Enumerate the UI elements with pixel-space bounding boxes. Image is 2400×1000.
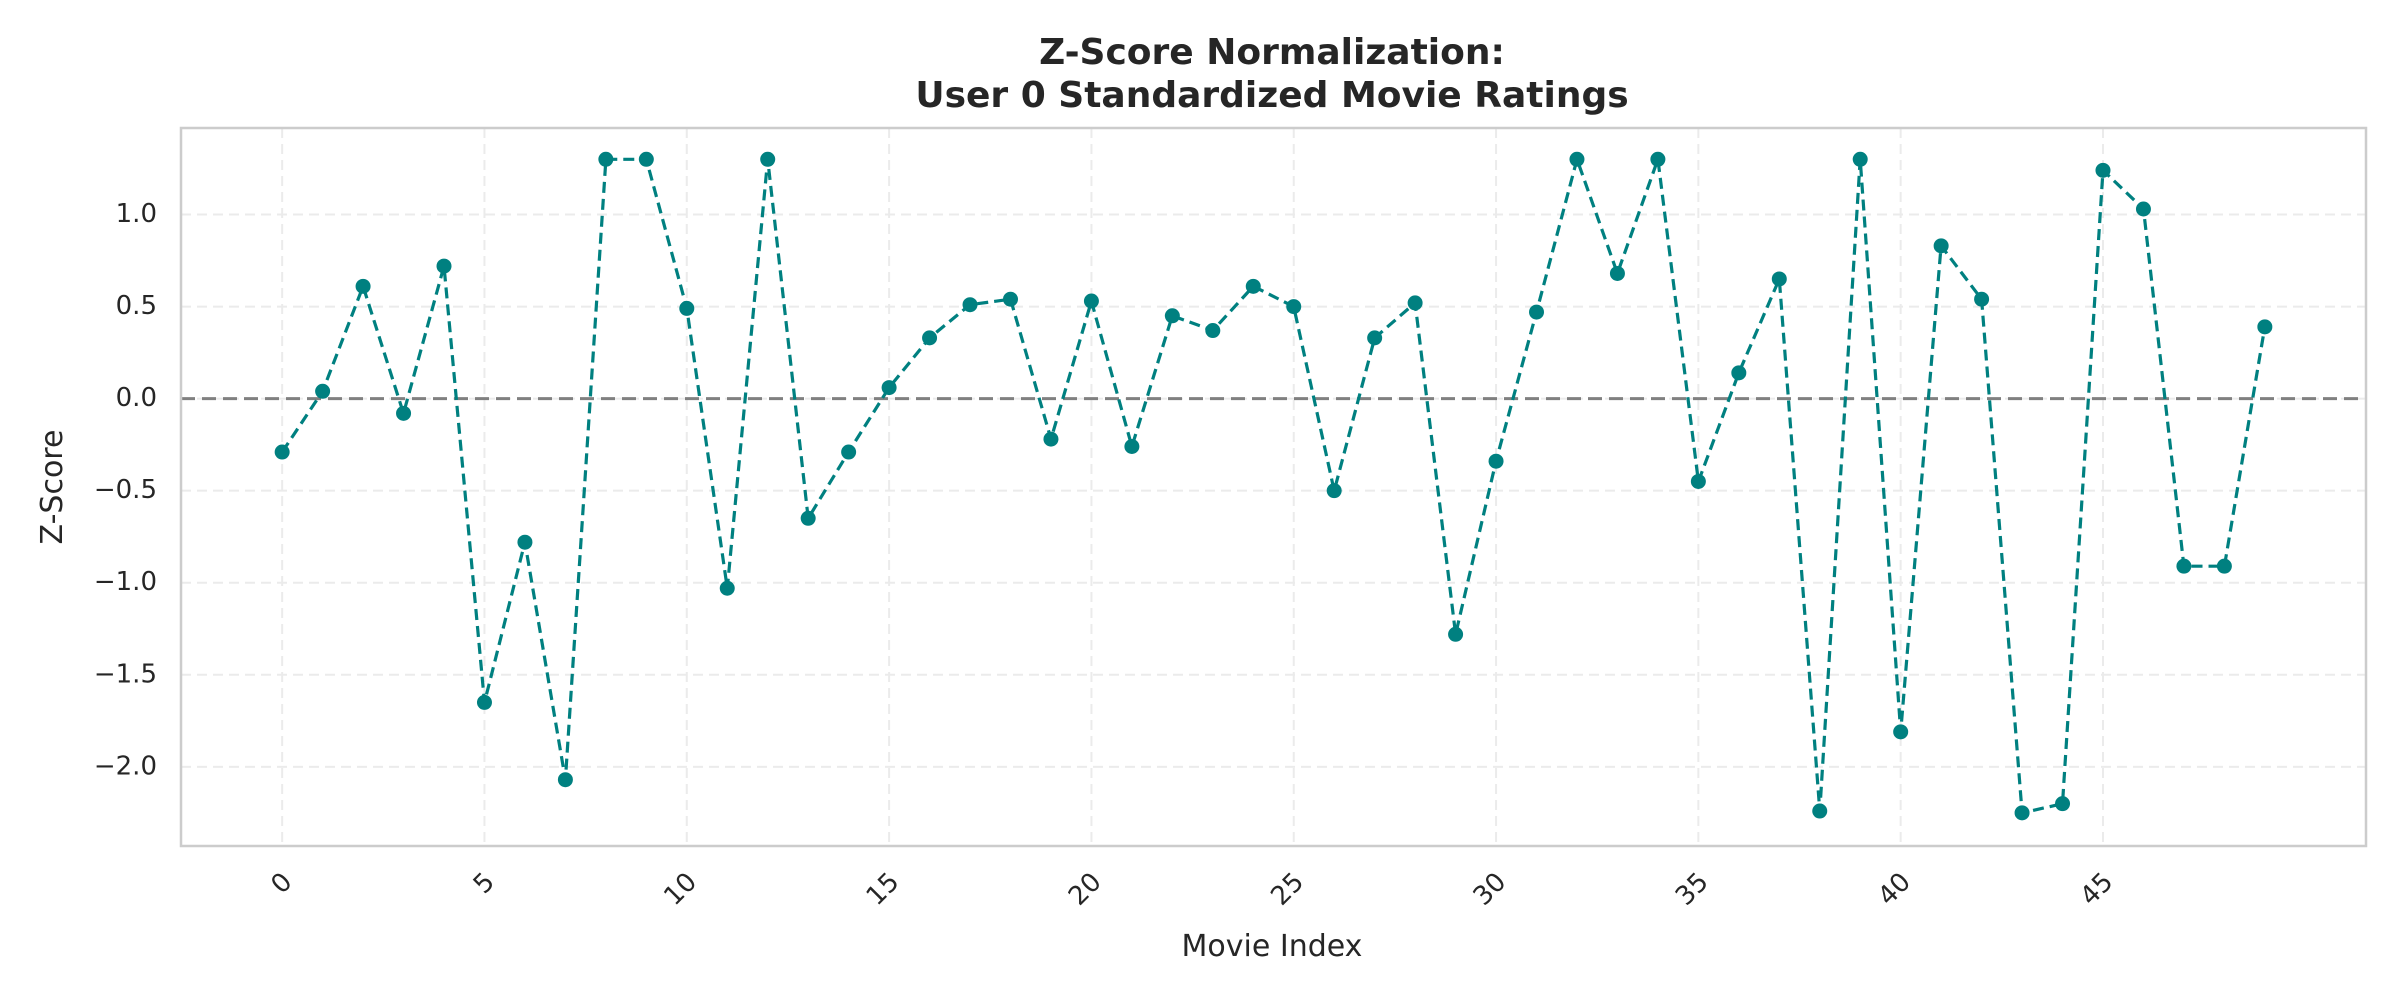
data-point	[1812, 803, 1828, 819]
data-point	[1852, 151, 1868, 167]
x-tick-label: 25	[1265, 867, 1310, 912]
data-point	[396, 405, 412, 421]
data-point	[1245, 278, 1261, 294]
data-point	[962, 297, 978, 313]
y-axis-label: Z-Score	[35, 430, 70, 545]
data-point	[315, 383, 331, 399]
y-tick-label: 1.0	[116, 199, 157, 229]
y-tick-label: 0.5	[116, 291, 157, 321]
data-point	[2014, 805, 2030, 821]
zscore-series-line	[280, 153, 2267, 815]
data-point	[1083, 293, 1099, 309]
x-tick-label: 45	[2075, 867, 2120, 912]
data-point	[881, 380, 897, 396]
x-axis-ticks: 0 5 10 15 20 25 30 35 40 45	[265, 867, 2119, 912]
data-point	[719, 580, 735, 596]
data-point	[1609, 265, 1625, 281]
x-tick-label: 15	[861, 867, 906, 912]
grid-lines	[181, 128, 2366, 846]
data-point	[2055, 796, 2071, 812]
data-point	[1367, 330, 1383, 346]
x-tick-label: 30	[1468, 867, 1513, 912]
y-tick-label: −0.5	[94, 475, 157, 505]
y-tick-label: −1.0	[94, 567, 157, 597]
data-point	[922, 330, 938, 346]
data-point	[436, 258, 452, 274]
data-point	[557, 772, 573, 788]
chart-title-line-2: User 0 Standardized Movie Ratings	[915, 75, 1628, 116]
data-point	[2216, 558, 2232, 574]
data-point	[1690, 473, 1706, 489]
data-point	[760, 151, 776, 167]
data-point	[1650, 151, 1666, 167]
data-point	[1529, 304, 1545, 320]
data-point	[1771, 271, 1787, 287]
data-point	[1286, 299, 1302, 315]
data-point	[1205, 323, 1221, 339]
x-axis-label: Movie Index	[1182, 929, 1363, 964]
data-point	[1933, 238, 1949, 254]
data-point	[638, 151, 654, 167]
y-tick-label: 0.0	[116, 383, 157, 413]
data-point	[2176, 558, 2192, 574]
x-tick-label: 5	[468, 867, 501, 900]
data-point	[1974, 291, 1990, 307]
data-point	[2135, 201, 2151, 217]
data-point	[1893, 724, 1909, 740]
y-axis-ticks: 1.0 0.5 0.0 −0.5 −1.0 −1.5 −2.0	[94, 199, 157, 781]
x-tick-label: 0	[265, 867, 298, 900]
data-point	[598, 151, 614, 167]
x-tick-label: 10	[658, 867, 703, 912]
data-point	[841, 444, 857, 460]
data-point	[1326, 483, 1342, 499]
data-point	[2257, 319, 2273, 335]
x-tick-label: 20	[1063, 867, 1108, 912]
data-point	[1488, 453, 1504, 469]
data-point	[1124, 438, 1140, 454]
data-point	[1164, 308, 1180, 324]
data-point	[1043, 431, 1059, 447]
x-tick-label: 35	[1670, 867, 1715, 912]
x-tick-label: 40	[1872, 867, 1917, 912]
data-point	[355, 278, 371, 294]
data-point	[1002, 291, 1018, 307]
data-point	[1569, 151, 1585, 167]
data-point	[679, 300, 695, 316]
data-point	[1407, 295, 1423, 311]
data-point	[2095, 162, 2111, 178]
y-tick-label: −1.5	[94, 659, 157, 689]
data-point	[1731, 365, 1747, 381]
y-tick-label: −2.0	[94, 751, 157, 781]
plot-frame	[179, 126, 2368, 848]
data-point	[1448, 626, 1464, 642]
data-point	[274, 444, 290, 460]
data-points	[274, 151, 2273, 821]
data-point	[800, 510, 816, 526]
chart-title-line-1: Z-Score Normalization:	[1039, 32, 1505, 73]
data-point	[476, 694, 492, 710]
data-point	[517, 534, 533, 550]
